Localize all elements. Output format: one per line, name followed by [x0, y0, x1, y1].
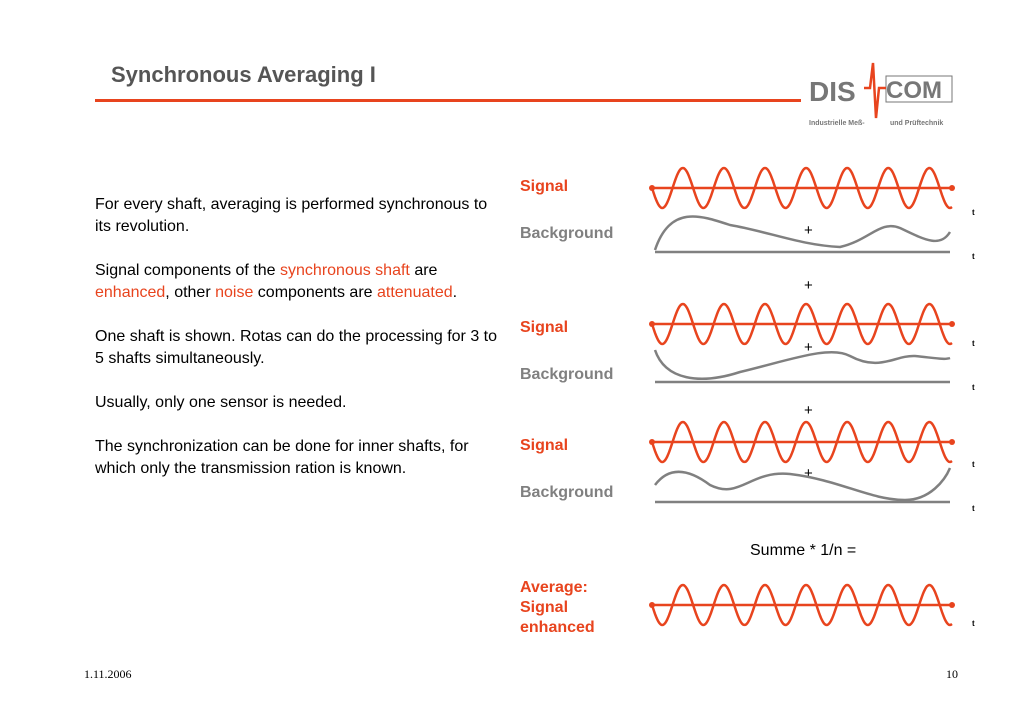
signal-wave-2	[649, 302, 955, 346]
background-wave-3	[654, 467, 952, 504]
background-wave-2	[653, 349, 951, 384]
signal-wave-3	[649, 420, 955, 464]
plus-sign-2: +	[804, 277, 813, 294]
plus-sign-4: +	[804, 402, 813, 419]
background-wave-1	[653, 215, 952, 254]
average-signal-wave	[649, 583, 955, 627]
background-label-3: Background	[520, 484, 614, 501]
signal-label-1: Signal	[520, 178, 569, 195]
time-label-3: t	[972, 339, 975, 348]
paragraph-1: For every shaft, averaging is performed …	[95, 196, 488, 235]
discom-logo: DIS COM Industrielle Meß- und Prüftechni…	[806, 58, 956, 130]
logo-tagline-right: und Prüftechnik	[890, 120, 943, 127]
page-number: 10	[946, 667, 958, 681]
plus-sign-5: +	[804, 465, 813, 482]
time-label-2: t	[972, 252, 975, 261]
plus-sign-3: +	[804, 339, 813, 356]
time-label-5: t	[972, 460, 975, 469]
background-label-2: Background	[520, 366, 614, 383]
plus-sign-1: +	[804, 222, 813, 239]
signal-wave-1	[649, 166, 955, 210]
sum-formula: Summe * 1/n =	[750, 542, 857, 559]
background-label-1: Background	[520, 225, 614, 242]
logo-brand-right: COM	[886, 77, 942, 104]
logo-brand-left: DIS	[809, 76, 856, 107]
average-label: Average: Signal enhanced	[520, 579, 595, 636]
paragraph-3: One shaft is shown. Rotas can do the pro…	[95, 328, 497, 367]
slide-title: Synchronous Averaging I	[111, 62, 376, 87]
title-underline	[95, 99, 801, 102]
paragraph-2: Signal components of the synchronous sha…	[95, 262, 458, 301]
time-label-7: t	[972, 619, 975, 628]
time-label-6: t	[972, 504, 975, 513]
body-text: For every shaft, averaging is performed …	[95, 194, 500, 502]
signal-label-3: Signal	[520, 437, 569, 454]
signal-label-2: Signal	[520, 319, 569, 336]
time-label-1: t	[972, 208, 975, 217]
logo-tagline-left: Industrielle Meß-	[809, 120, 865, 127]
paragraph-5: The synchronization can be done for inne…	[95, 438, 469, 477]
paragraph-4: Usually, only one sensor is needed.	[95, 394, 347, 411]
time-label-4: t	[972, 383, 975, 392]
footer-date: 1.11.2006	[84, 667, 132, 681]
